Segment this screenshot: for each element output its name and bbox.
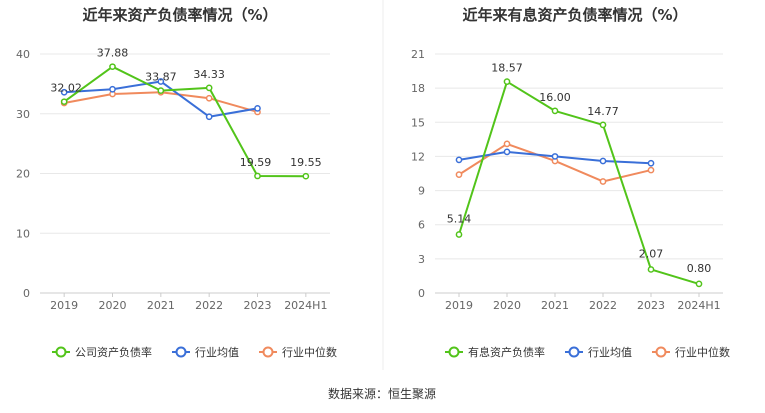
data-point[interactable] (599, 157, 607, 165)
legend-swatch-marker (262, 346, 274, 358)
data-point[interactable] (254, 172, 261, 180)
data-label: 34.33 (193, 68, 225, 81)
legend-item-company[interactable]: 公司资产负债率 (52, 345, 152, 359)
series-line (458, 80, 700, 285)
y-tick-label: 18 (411, 82, 425, 95)
data-point[interactable] (455, 231, 463, 238)
y-tick-label: 20 (16, 168, 30, 181)
legend-swatch-marker (568, 346, 580, 358)
x-tick-label: 2020 (493, 299, 521, 312)
y-tick-label: 30 (16, 108, 30, 121)
data-point[interactable] (60, 88, 68, 96)
data-point[interactable] (254, 105, 261, 112)
y-tick-label: 21 (411, 48, 425, 61)
series-industry-mean (60, 78, 261, 121)
legend-item-industry-mean[interactable]: 行业均值 (565, 346, 632, 359)
legend-label: 行业均值 (588, 346, 632, 359)
y-tick-label: 12 (411, 150, 425, 163)
legend-label: 行业均值 (195, 346, 239, 359)
legend-label: 公司资产负债率 (75, 345, 152, 359)
source-note: 数据来源：恒生聚源 (328, 386, 436, 401)
legend-swatch-marker (175, 346, 187, 358)
data-point[interactable] (551, 107, 559, 115)
data-point[interactable] (599, 121, 607, 129)
legend-item-company[interactable]: 有息资产负债率 (445, 345, 545, 359)
data-label: 5.14 (447, 213, 472, 226)
legend-item-industry-median[interactable]: 行业中位数 (259, 345, 337, 359)
legend-item-industry-mean[interactable]: 行业均值 (172, 346, 239, 359)
data-point[interactable] (695, 280, 703, 288)
chart-panel-2: 近年来有息资产负债率情况（%） 0 3 6 9 12 15 18 21 2019 2020 2021 2… (411, 6, 730, 359)
data-label: 2.07 (639, 247, 664, 260)
legend-label: 有息资产负债率 (468, 345, 545, 359)
x-tick-label: 2023 (637, 299, 665, 312)
data-point[interactable] (455, 171, 463, 178)
data-point[interactable] (647, 166, 655, 174)
x-tick-label: 2019 (445, 299, 473, 312)
data-label: 19.59 (240, 156, 272, 169)
data-point[interactable] (503, 78, 511, 86)
data-point[interactable] (157, 78, 165, 85)
data-point[interactable] (60, 98, 68, 106)
data-point[interactable] (599, 178, 607, 185)
data-label: 37.88 (97, 47, 129, 60)
x-tick-label: 2019 (50, 299, 78, 312)
chart-panel-1: 近年来资产负债率情况（%） 0 10 20 30 40 2019 2020 2021 2022 20… (16, 6, 337, 359)
legend-swatch-marker (655, 346, 667, 358)
x-tick-label: 2023 (244, 299, 272, 312)
series-industry-mean (455, 148, 655, 167)
series-line (63, 65, 306, 178)
x-tick-label: 2022 (195, 299, 223, 312)
legend: 有息资产负债率 行业均值 行业中位数 (445, 345, 730, 359)
legend-label: 行业中位数 (675, 345, 730, 359)
data-point[interactable] (109, 85, 116, 93)
x-tick-label: 2022 (589, 299, 617, 312)
data-point[interactable] (109, 63, 116, 71)
data-label: 16.00 (539, 91, 571, 104)
legend: 公司资产负债率 行业均值 行业中位数 (52, 345, 337, 359)
data-point[interactable] (455, 156, 463, 164)
series-line (64, 80, 258, 118)
y-tick-label: 6 (418, 219, 425, 232)
data-point[interactable] (647, 266, 655, 273)
legend-swatch-marker (448, 346, 460, 358)
y-tick-label: 0 (418, 287, 425, 300)
data-point[interactable] (503, 140, 511, 148)
data-point[interactable] (205, 84, 213, 92)
data-point[interactable] (503, 148, 511, 156)
data-label: 18.57 (491, 62, 523, 75)
data-point[interactable] (551, 153, 559, 160)
data-label: 33.87 (145, 71, 177, 84)
y-tick-label: 9 (418, 185, 425, 198)
legend-swatch-marker (55, 346, 67, 358)
series-company: 5.14 18.57 16.00 14.77 2.07 0.80 (447, 62, 712, 288)
x-tick-label: 2021 (541, 299, 569, 312)
data-point[interactable] (647, 159, 655, 167)
chart-title: 近年来有息资产负债率情况（%） (462, 6, 687, 24)
data-point[interactable] (157, 87, 165, 94)
data-label: 32.02 (50, 82, 82, 95)
x-tick-label: 2021 (147, 299, 175, 312)
legend-label: 行业中位数 (282, 345, 337, 359)
x-tick-label: 2024H1 (677, 299, 720, 312)
legend-item-industry-median[interactable]: 行业中位数 (652, 345, 730, 359)
chart-title: 近年来资产负债率情况（%） (82, 6, 277, 24)
y-tick-label: 40 (16, 48, 30, 61)
data-label: 0.80 (687, 262, 712, 275)
y-tick-label: 15 (411, 116, 425, 129)
y-tick-label: 10 (16, 227, 30, 240)
data-point[interactable] (205, 94, 213, 102)
data-point[interactable] (205, 113, 213, 121)
data-label: 19.55 (290, 156, 322, 169)
series-company: 32.02 37.88 33.87 34.33 19.59 19.55 (50, 47, 322, 180)
data-point[interactable] (302, 172, 310, 180)
y-tick-label: 0 (23, 287, 30, 300)
y-tick-label: 3 (418, 253, 425, 266)
data-label: 14.77 (587, 105, 619, 118)
x-tick-label: 2020 (99, 299, 127, 312)
x-tick-label: 2024H1 (284, 299, 327, 312)
